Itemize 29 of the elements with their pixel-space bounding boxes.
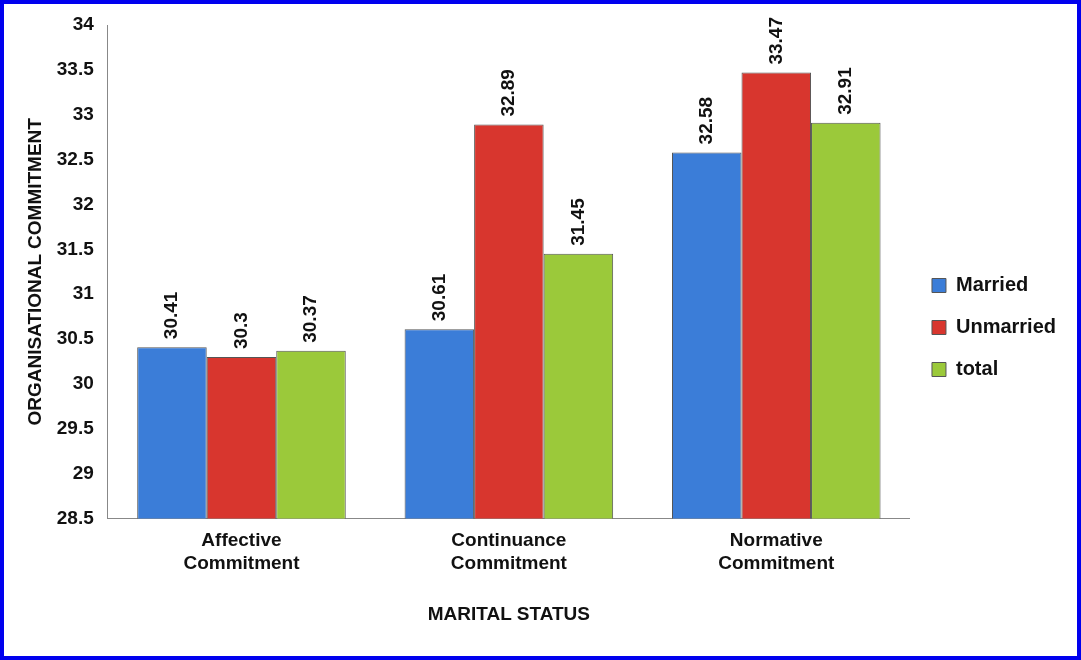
data-label: 30.41 [160,291,182,340]
data-label: 32.58 [694,96,716,145]
y-tick-label: 33.5 [56,58,95,80]
data-label: 30.37 [299,295,321,343]
y-tick-label: 28.5 [56,506,95,528]
data-label: 32.91 [834,66,856,115]
data-label: 30.3 [229,312,251,350]
y-axis-title: ORGANISATIONAL COMMITMENT [23,117,45,426]
data-label: 33.47 [764,17,786,65]
y-tick-label: 32 [72,192,94,214]
y-tick-label: 34 [72,13,95,35]
data-label: 30.61 [427,273,449,322]
x-axis-title: MARITAL STATUS [427,602,590,624]
y-tick-label: 30.5 [56,327,95,349]
legend-label: Unmarried [955,315,1056,338]
y-tick-label: 31.5 [56,237,95,259]
y-tick-label: 29.5 [56,417,95,439]
legend-label: total [955,357,999,380]
y-tick-label: 31 [72,282,95,304]
data-label: 32.89 [497,69,519,117]
y-tick-label: 29 [72,461,94,483]
x-tick-label: Affective Commitment [183,529,301,574]
y-tick-label: 32.5 [56,147,95,169]
legend-label: Married [955,273,1029,296]
data-label: 31.45 [566,197,588,246]
x-tick-label: Continuance Commitment [450,529,568,574]
y-tick-label: 33 [72,102,94,124]
y-tick-label: 30 [72,372,94,394]
x-tick-label: Normative Commitment [718,529,835,574]
